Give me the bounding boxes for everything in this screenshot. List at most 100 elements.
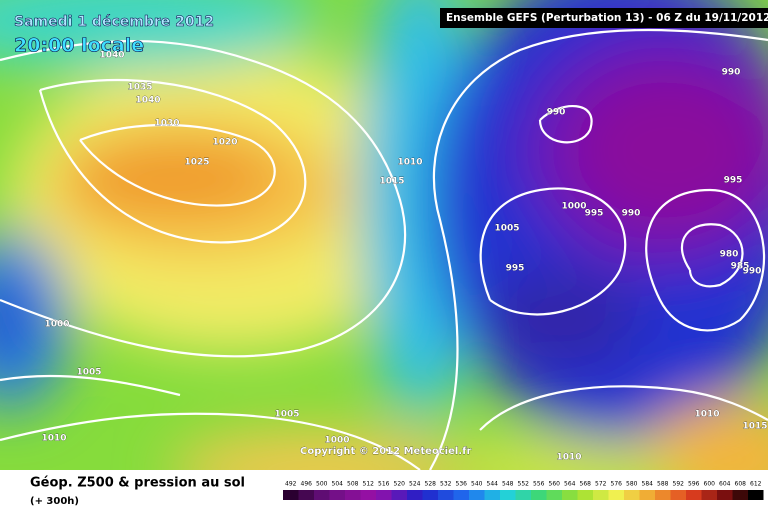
colorbar-swatch [732, 490, 748, 500]
isobar-label: 980 [720, 250, 739, 260]
colorbar-swatch [639, 490, 655, 500]
colorbar-swatch [298, 490, 314, 500]
colorbar-label: 532 [440, 481, 452, 488]
isobar-label: 1005 [274, 410, 299, 420]
isobar-label: 1020 [212, 138, 237, 148]
footer-title: Géop. Z500 & pression au sol [30, 476, 245, 491]
colorbar-swatch [608, 490, 624, 500]
colorbar-label: 536 [456, 481, 468, 488]
colorbar-swatch [484, 490, 500, 500]
isobar-label: 1015 [379, 177, 404, 187]
isobar-label: 1025 [184, 158, 209, 168]
colorbar-label: 584 [642, 481, 654, 488]
colorbar-label: 592 [673, 481, 685, 488]
colorbar-swatch [670, 490, 686, 500]
isobar-label: 990 [547, 108, 566, 118]
colorbar-label: 576 [611, 481, 623, 488]
colorbar-label: 508 [347, 481, 359, 488]
isobar-label: 1015 [742, 422, 767, 432]
colorbar-label: 560 [549, 481, 561, 488]
isobar-label: 1010 [397, 158, 422, 168]
isobar [429, 28, 768, 470]
colorbar-label: 572 [595, 481, 607, 488]
isobar-label: 1000 [561, 202, 586, 212]
isobar-label: 995 [585, 209, 604, 219]
colorbar-swatch [314, 490, 330, 500]
isobar [479, 187, 627, 316]
colorbar-label: 520 [394, 481, 406, 488]
colorbar-label: 596 [688, 481, 700, 488]
colorbar-swatch [748, 490, 764, 500]
colorbar-label: 516 [378, 481, 390, 488]
time-label: 20:00 locale [14, 35, 144, 57]
isobar-label: 995 [506, 264, 525, 274]
isobar-label: 1030 [154, 119, 179, 129]
colorbar-label: 512 [363, 481, 375, 488]
colorbar-label: 612 [750, 481, 762, 488]
colorbar-swatch [717, 490, 733, 500]
isobar-label: 990 [743, 267, 762, 277]
isobar-label: 990 [722, 68, 741, 78]
colorbar-swatch [577, 490, 593, 500]
colorbar-label: 564 [564, 481, 576, 488]
model-box [440, 8, 768, 28]
colorbar-swatch [360, 490, 376, 500]
colorbar-label: 524 [409, 481, 421, 488]
isobar [38, 78, 307, 244]
colorbar-label: 504 [332, 481, 344, 488]
isobar-label: 1000 [324, 436, 349, 446]
model-label: Ensemble GEFS (Perturbation 13) - 06 Z d… [446, 12, 768, 24]
isobar-label: 1010 [694, 410, 719, 420]
date-label: Samedi 1 décembre 2012 [14, 14, 214, 30]
isobar-label: 1035 [127, 83, 152, 93]
isobar [0, 39, 407, 358]
colorbar-swatch [500, 490, 516, 500]
isobar-label: 1040 [135, 96, 160, 106]
colorbar-swatch [345, 490, 361, 500]
colorbar-swatch [562, 490, 578, 500]
colorbar-label: 496 [301, 481, 313, 488]
isobar [479, 385, 768, 431]
footer-lead: (+ 300h) [30, 496, 79, 507]
isobar [680, 223, 744, 288]
colorbar-swatch [531, 490, 547, 500]
colorbar-label: 548 [502, 481, 514, 488]
colorbar-label: 500 [316, 481, 328, 488]
colorbar-swatch [593, 490, 609, 500]
isobar-label: 1005 [494, 224, 519, 234]
isobar [645, 188, 766, 332]
colorbar-swatch [391, 490, 407, 500]
colorbar-swatch [655, 490, 671, 500]
colorbar-label: 552 [518, 481, 530, 488]
isobar [0, 374, 181, 397]
isobar-label: 1040 [99, 51, 124, 61]
colorbar-swatch [438, 490, 454, 500]
colorbar-swatch [407, 490, 423, 500]
isobar-label: 1005 [76, 368, 101, 378]
isobar [538, 105, 593, 144]
colorbar-swatch [624, 490, 640, 500]
isobar-label: 1010 [41, 434, 66, 444]
colorbar-label: 528 [425, 481, 437, 488]
colorbar-label: 544 [487, 481, 499, 488]
colorbar-label: 556 [533, 481, 545, 488]
isobar-label: 990 [622, 209, 641, 219]
colorbar-swatch [329, 490, 345, 500]
colorbar-label: 588 [657, 481, 669, 488]
isobar [79, 123, 276, 207]
colorbar-swatch [546, 490, 562, 500]
isobar-label: 1010 [556, 453, 581, 463]
colorbar-label: 608 [735, 481, 747, 488]
colorbar-swatch [376, 490, 392, 500]
copyright: Copyright © 2012 Meteociel.fr [300, 446, 471, 457]
colorbar-swatch [686, 490, 702, 500]
colorbar-swatch [283, 490, 299, 500]
colorbar-swatch [469, 490, 485, 500]
isobar-label: 1000 [44, 320, 69, 330]
isobar-label: 995 [724, 176, 743, 186]
colorbar-swatch [515, 490, 531, 500]
colorbar-swatch [701, 490, 717, 500]
colorbar-label: 492 [285, 481, 297, 488]
